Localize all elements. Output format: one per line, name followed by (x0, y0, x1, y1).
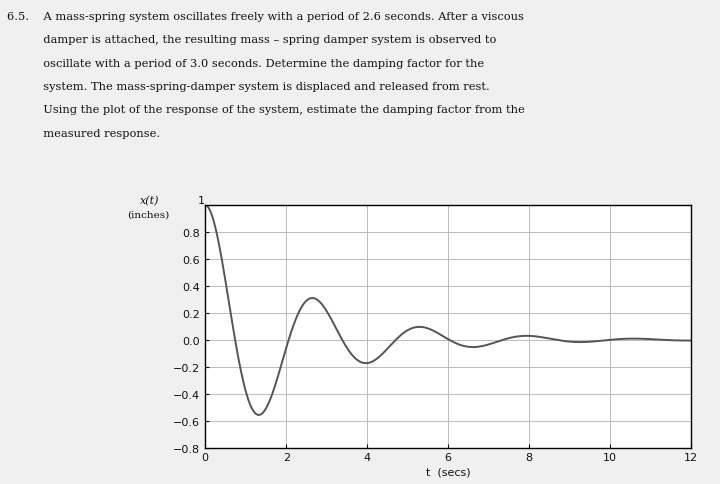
Text: 6.5.    A mass-spring system oscillates freely with a period of 2.6 seconds. Aft: 6.5. A mass-spring system oscillates fre… (7, 12, 524, 22)
Text: 1: 1 (198, 196, 205, 206)
Text: Using the plot of the response of the system, estimate the damping factor from t: Using the plot of the response of the sy… (7, 105, 525, 115)
Text: x(t): x(t) (140, 196, 160, 206)
Text: oscillate with a period of 3.0 seconds. Determine the damping factor for the: oscillate with a period of 3.0 seconds. … (7, 59, 485, 69)
X-axis label: t  (secs): t (secs) (426, 467, 470, 477)
Text: measured response.: measured response. (7, 128, 161, 138)
Text: system. The mass-spring-damper system is displaced and released from rest.: system. The mass-spring-damper system is… (7, 82, 490, 92)
Text: damper is attached, the resulting mass – spring damper system is observed to: damper is attached, the resulting mass –… (7, 35, 497, 45)
Text: (inches): (inches) (127, 211, 170, 220)
